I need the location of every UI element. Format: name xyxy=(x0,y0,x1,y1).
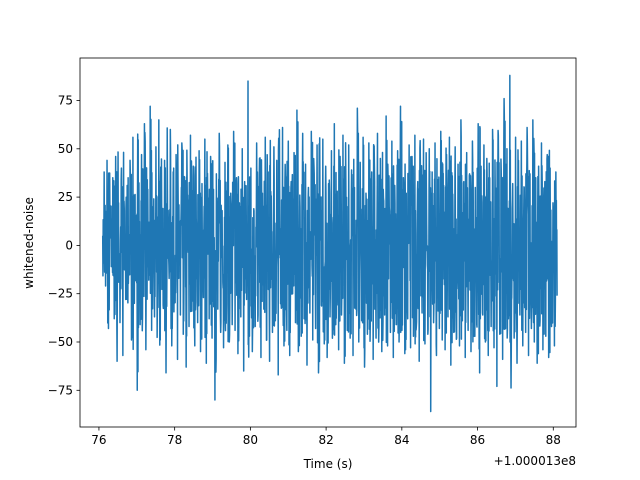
y-tick-label: 0 xyxy=(65,238,73,252)
y-tick-label: 50 xyxy=(58,142,73,156)
series-line xyxy=(101,74,558,413)
y-axis: −75 −50 −25 0 25 50 75 xyxy=(48,94,80,397)
y-tick-label: −75 xyxy=(48,383,73,397)
plot-frame xyxy=(79,57,577,428)
x-tick-label: 86 xyxy=(470,433,485,447)
x-tick-label: 78 xyxy=(167,433,182,447)
x-tick-label: 82 xyxy=(318,433,333,447)
x-tick-label: 88 xyxy=(546,433,561,447)
x-axis-offset-label: +1.000013e8 xyxy=(494,454,576,468)
x-tick-label: 80 xyxy=(243,433,258,447)
y-tick-label: 75 xyxy=(58,94,73,108)
y-tick-label: −50 xyxy=(48,335,73,349)
x-axis: 76 78 80 82 84 86 88 xyxy=(91,427,561,447)
y-tick-label: 25 xyxy=(58,190,73,204)
x-tick-label: 76 xyxy=(91,433,106,447)
x-tick-label: 84 xyxy=(394,433,409,447)
y-tick-label: −25 xyxy=(48,287,73,301)
y-axis-label: whitened-noise xyxy=(22,197,36,289)
x-axis-label: Time (s) xyxy=(303,457,353,471)
